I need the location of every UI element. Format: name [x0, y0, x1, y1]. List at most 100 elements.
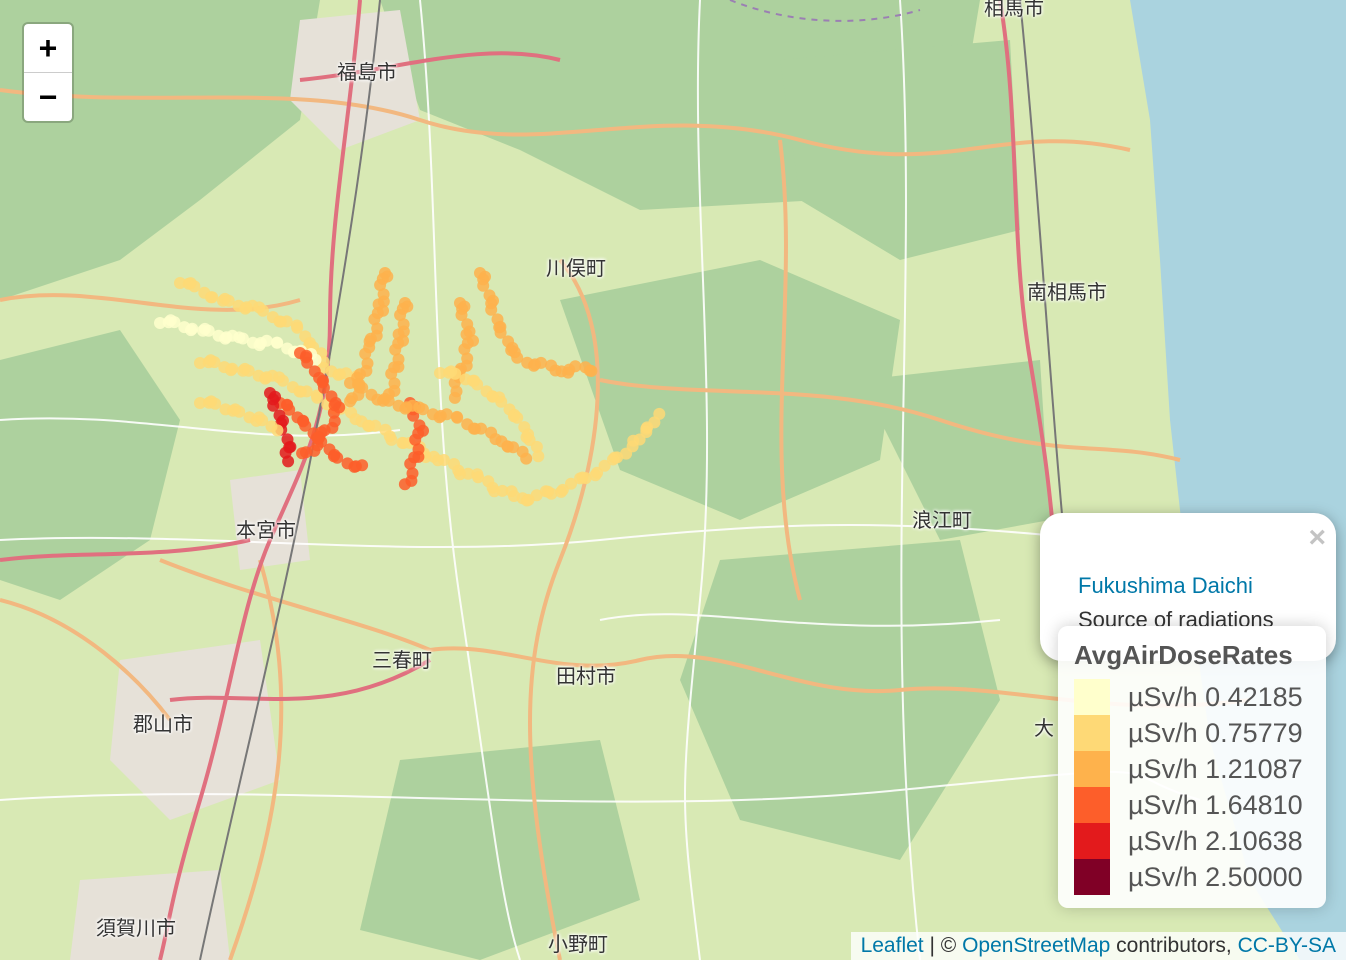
dose-point[interactable] — [344, 395, 357, 408]
dose-point[interactable] — [291, 321, 304, 334]
dose-point[interactable] — [530, 489, 543, 502]
place-label: 郡山市 — [133, 712, 193, 736]
dose-point[interactable] — [451, 411, 464, 424]
dose-point[interactable] — [404, 457, 417, 470]
dose-point[interactable] — [222, 294, 235, 307]
dose-point[interactable] — [511, 411, 524, 424]
dose-point[interactable] — [296, 447, 309, 460]
dose-point[interactable] — [282, 455, 295, 468]
license-link[interactable]: CC-BY-SA — [1237, 934, 1336, 957]
dose-point[interactable] — [242, 364, 255, 377]
popup-title-link[interactable]: Fukushima Daichi — [1078, 573, 1253, 598]
dose-point[interactable] — [532, 450, 545, 463]
dose-point[interactable] — [280, 315, 293, 328]
dose-point[interactable] — [407, 409, 420, 422]
dose-point[interactable] — [496, 484, 509, 497]
dose-point[interactable] — [226, 362, 239, 375]
legend-item: µSv/h 0.42185 — [1074, 679, 1310, 715]
dose-point[interactable] — [271, 424, 284, 437]
dose-point[interactable] — [416, 403, 429, 416]
dose-point[interactable] — [356, 381, 369, 394]
dose-point[interactable] — [448, 391, 461, 404]
dose-point[interactable] — [565, 477, 577, 490]
osm-link[interactable]: OpenStreetMap — [962, 934, 1111, 957]
dose-point[interactable] — [267, 399, 280, 412]
dose-point[interactable] — [188, 280, 201, 293]
dose-point[interactable] — [494, 326, 507, 339]
dose-point[interactable] — [356, 459, 369, 472]
dose-point[interactable] — [579, 472, 592, 485]
dose-point[interactable] — [209, 397, 222, 410]
dose-point[interactable] — [374, 279, 387, 291]
dose-point[interactable] — [359, 347, 372, 360]
dose-point[interactable] — [154, 317, 166, 329]
dose-point[interactable] — [556, 483, 569, 496]
dose-point[interactable] — [462, 467, 475, 480]
dose-point[interactable] — [301, 356, 314, 369]
dose-point[interactable] — [394, 309, 407, 321]
dose-point[interactable] — [315, 435, 328, 448]
dose-point[interactable] — [434, 367, 446, 379]
dose-point[interactable] — [437, 454, 450, 466]
dose-point[interactable] — [283, 403, 296, 416]
dose-point[interactable] — [471, 378, 484, 391]
dose-point[interactable] — [530, 440, 543, 453]
dose-point[interactable] — [233, 405, 246, 418]
dose-point[interactable] — [299, 419, 312, 432]
leaflet-link[interactable]: Leaflet — [860, 934, 924, 957]
legend-item: µSv/h 1.21087 — [1074, 751, 1310, 787]
dose-point[interactable] — [409, 433, 422, 446]
dose-point[interactable] — [507, 441, 520, 454]
dose-point[interactable] — [174, 277, 186, 289]
dose-point[interactable] — [520, 452, 533, 465]
dose-point[interactable] — [569, 360, 582, 373]
dose-point[interactable] — [194, 397, 206, 409]
dose-point[interactable] — [385, 433, 398, 446]
dose-point[interactable] — [202, 324, 215, 337]
dose-point[interactable] — [168, 316, 181, 329]
dose-point[interactable] — [256, 304, 269, 317]
dose-point[interactable] — [260, 334, 273, 347]
zoom-out-button[interactable]: − — [24, 72, 72, 121]
dose-point[interactable] — [385, 367, 398, 380]
dose-point[interactable] — [186, 322, 199, 335]
dose-point[interactable] — [236, 332, 249, 345]
legend-swatch — [1074, 787, 1110, 823]
dose-point[interactable] — [311, 391, 324, 404]
dose-point[interactable] — [276, 374, 289, 387]
dose-point[interactable] — [300, 385, 313, 398]
dose-point[interactable] — [455, 309, 468, 321]
dose-point[interactable] — [194, 357, 206, 369]
dose-point[interactable] — [458, 343, 471, 356]
dose-point[interactable] — [545, 487, 558, 500]
dose-point[interactable] — [485, 303, 498, 316]
dose-point[interactable] — [317, 381, 330, 394]
dose-point[interactable] — [389, 343, 402, 356]
dose-point[interactable] — [256, 414, 269, 427]
dose-point[interactable] — [585, 365, 598, 377]
dose-point[interactable] — [271, 336, 284, 349]
dose-point[interactable] — [472, 471, 485, 484]
attribution-separator: | © — [923, 934, 963, 957]
dose-point[interactable] — [653, 407, 666, 420]
dose-point[interactable] — [206, 291, 219, 304]
dose-point[interactable] — [495, 395, 508, 408]
dose-point[interactable] — [511, 351, 524, 364]
dose-point[interactable] — [368, 313, 381, 326]
dose-point[interactable] — [611, 451, 624, 464]
dose-point[interactable] — [535, 356, 547, 369]
dose-point[interactable] — [475, 422, 487, 435]
dose-point[interactable] — [208, 356, 221, 369]
dose-point[interactable] — [369, 419, 382, 432]
dose-point[interactable] — [598, 459, 611, 472]
dose-point[interactable] — [340, 367, 353, 380]
dose-point[interactable] — [477, 279, 490, 292]
zoom-in-button[interactable]: + — [38, 30, 58, 66]
dose-point[interactable] — [398, 478, 411, 491]
dose-point[interactable] — [382, 394, 395, 407]
dose-point[interactable] — [449, 367, 462, 380]
dose-point[interactable] — [440, 408, 453, 421]
popup-close-button[interactable]: × — [1308, 521, 1326, 554]
dose-point[interactable] — [331, 451, 344, 464]
